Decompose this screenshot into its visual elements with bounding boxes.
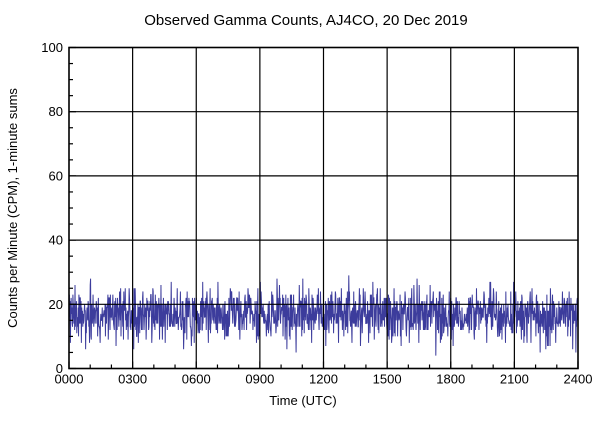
x-axis-title: Time (UTC) bbox=[269, 393, 336, 408]
x-tick-label-2400: 2400 bbox=[564, 372, 593, 387]
y-tick-label-60: 60 bbox=[49, 168, 63, 183]
y-tick-label-40: 40 bbox=[49, 233, 63, 248]
chart-title: Observed Gamma Counts, AJ4CO, 20 Dec 201… bbox=[144, 12, 468, 29]
y-tick-label-0: 0 bbox=[56, 361, 63, 376]
y-tick-label-80: 80 bbox=[49, 104, 63, 119]
x-tick-label-0600: 0600 bbox=[182, 372, 211, 387]
gridlines bbox=[69, 47, 578, 369]
x-tick-label-0300: 0300 bbox=[118, 372, 147, 387]
x-tick-label-0900: 0900 bbox=[245, 372, 274, 387]
x-tick-label-1200: 1200 bbox=[309, 372, 338, 387]
y-tick-label-20: 20 bbox=[49, 297, 63, 312]
y-axis-title: Counts per Minute (CPM), 1-minute sums bbox=[5, 88, 20, 328]
x-tick-label-2100: 2100 bbox=[500, 372, 529, 387]
y-tick-label-100: 100 bbox=[41, 40, 63, 55]
x-tick-label-0000: 0000 bbox=[55, 372, 84, 387]
x-tick-label-1800: 1800 bbox=[436, 372, 465, 387]
plot-frame bbox=[68, 46, 579, 370]
x-tick-label-1500: 1500 bbox=[373, 372, 402, 387]
